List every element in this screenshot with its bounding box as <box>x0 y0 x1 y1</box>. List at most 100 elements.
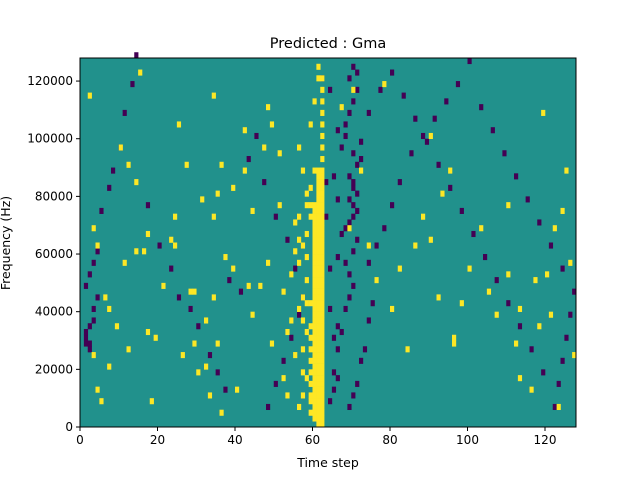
high-value-cell <box>145 328 151 336</box>
high-value-cell <box>297 144 302 151</box>
high-value-cell <box>452 340 457 347</box>
low-value-cell <box>483 254 488 261</box>
high-value-cell <box>308 300 313 307</box>
high-value-cell <box>320 75 325 82</box>
high-value-cell <box>308 323 313 330</box>
high-value-cell <box>320 242 325 249</box>
high-value-cell <box>366 242 371 249</box>
high-value-cell <box>316 357 321 364</box>
low-value-cell <box>541 369 546 376</box>
low-value-cell <box>351 98 356 105</box>
high-value-cell <box>312 346 317 353</box>
low-value-cell <box>409 150 414 157</box>
low-value-cell <box>506 300 511 307</box>
low-value-cell <box>157 242 162 249</box>
high-value-cell <box>103 294 108 301</box>
high-value-cell <box>533 277 538 284</box>
low-value-cell <box>343 132 348 140</box>
high-value-cell <box>316 328 321 336</box>
y-tick-label: 40000 <box>35 305 73 319</box>
high-value-cell <box>320 352 325 359</box>
high-value-cell <box>517 375 523 382</box>
high-value-cell <box>529 386 534 393</box>
low-value-cell <box>471 230 476 238</box>
high-value-cell <box>242 127 247 134</box>
high-value-cell <box>320 98 325 105</box>
high-value-cell <box>316 75 321 82</box>
low-value-cell <box>351 202 356 209</box>
high-value-cell <box>289 317 294 324</box>
high-value-cell <box>320 369 325 376</box>
high-value-cell <box>312 207 317 214</box>
low-value-cell <box>331 386 337 393</box>
high-value-cell <box>312 305 317 312</box>
high-value-cell <box>312 288 317 295</box>
high-value-cell <box>200 196 205 203</box>
high-value-cell <box>316 340 321 347</box>
high-value-cell <box>312 248 317 255</box>
high-value-cell <box>293 219 298 226</box>
low-value-cell <box>494 277 499 284</box>
high-value-cell <box>308 213 313 220</box>
high-value-cell <box>320 254 325 261</box>
high-value-cell <box>297 259 302 266</box>
low-value-cell <box>347 271 352 278</box>
low-value-cell <box>95 248 100 255</box>
low-value-cell <box>421 132 426 140</box>
low-value-cell <box>95 294 100 301</box>
high-value-cell <box>320 207 325 214</box>
low-value-cell <box>335 323 340 330</box>
high-value-cell <box>312 300 317 307</box>
high-value-cell <box>262 144 267 151</box>
high-value-cell <box>293 352 298 359</box>
high-value-cell <box>320 190 325 197</box>
low-value-cell <box>83 334 89 341</box>
high-value-cell <box>494 311 499 318</box>
high-value-cell <box>316 403 321 411</box>
high-value-cell <box>316 242 321 249</box>
high-value-cell <box>320 311 325 318</box>
high-value-cell <box>250 207 255 214</box>
high-value-cell <box>316 259 321 266</box>
high-value-cell <box>87 92 92 99</box>
high-value-cell <box>107 363 112 370</box>
high-value-cell <box>269 340 275 347</box>
high-value-cell <box>320 294 325 301</box>
low-value-cell <box>552 403 557 411</box>
high-value-cell <box>320 357 325 364</box>
high-value-cell <box>312 357 317 364</box>
high-value-cell <box>320 184 325 191</box>
high-value-cell <box>312 392 317 399</box>
high-value-cell <box>312 352 317 359</box>
high-value-cell <box>134 248 139 255</box>
high-value-cell <box>91 225 96 232</box>
high-value-cell <box>316 421 321 428</box>
low-value-cell <box>351 63 356 70</box>
low-value-cell <box>355 380 360 387</box>
high-value-cell <box>118 144 123 151</box>
high-value-cell <box>312 409 317 416</box>
high-value-cell <box>320 259 325 266</box>
low-value-cell <box>339 144 344 151</box>
high-value-cell <box>440 190 445 197</box>
high-value-cell <box>316 375 321 382</box>
high-value-cell <box>308 346 313 353</box>
low-value-cell <box>145 202 151 209</box>
high-value-cell <box>452 334 457 341</box>
high-value-cell <box>235 386 240 393</box>
high-value-cell <box>320 403 325 411</box>
low-value-cell <box>355 86 360 93</box>
high-value-cell <box>320 265 325 272</box>
high-value-cell <box>300 317 306 324</box>
low-value-cell <box>548 242 554 249</box>
low-value-cell <box>343 225 348 232</box>
high-value-cell <box>316 196 321 203</box>
high-value-cell <box>308 357 313 364</box>
high-value-cell <box>300 369 306 376</box>
high-value-cell <box>320 230 325 238</box>
low-value-cell <box>335 127 340 134</box>
high-value-cell <box>312 369 317 376</box>
high-value-cell <box>339 104 344 111</box>
high-value-cell <box>316 369 321 376</box>
high-value-cell <box>320 305 325 312</box>
